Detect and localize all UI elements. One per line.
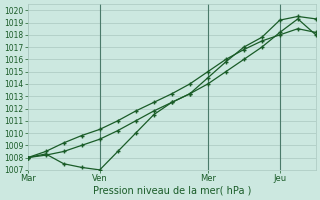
X-axis label: Pression niveau de la mer( hPa ): Pression niveau de la mer( hPa ): [92, 186, 251, 196]
